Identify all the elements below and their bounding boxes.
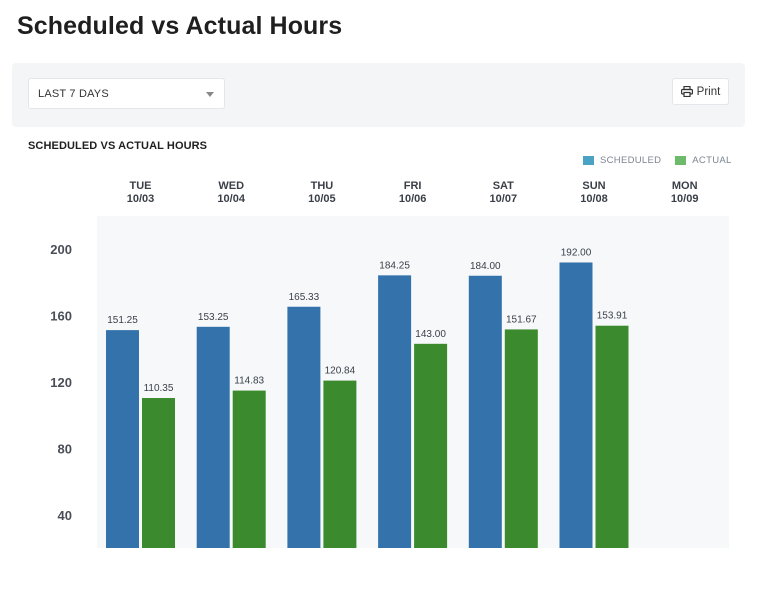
data-label-scheduled: 184.25 xyxy=(379,260,410,271)
bar-scheduled xyxy=(468,275,502,548)
data-label-scheduled: 184.00 xyxy=(470,261,501,272)
bar-actual xyxy=(142,398,175,548)
x-tick-day: MON xyxy=(672,180,698,192)
data-label-scheduled: 165.33 xyxy=(289,292,320,303)
data-label-actual: 110.35 xyxy=(144,383,174,394)
x-tick-day: FRI xyxy=(404,180,422,192)
bar-actual xyxy=(232,390,266,548)
legend-item-actual[interactable]: ACTUAL xyxy=(675,155,731,166)
date-range-select[interactable]: LAST 7 DAYS xyxy=(28,78,225,109)
legend-label-scheduled: SCHEDULED xyxy=(600,155,662,166)
bar-scheduled xyxy=(378,275,412,548)
bar-scheduled xyxy=(106,330,139,548)
x-tick-day: SAT xyxy=(493,180,514,192)
print-button[interactable]: Print xyxy=(672,78,729,105)
y-tick-label: 160 xyxy=(50,309,72,324)
data-label-actual: 120.84 xyxy=(325,366,356,377)
data-label-scheduled: 151.25 xyxy=(107,315,138,326)
data-label-actual: 151.67 xyxy=(506,314,537,325)
legend-swatch-scheduled xyxy=(583,156,594,165)
x-tick-day: SUN xyxy=(582,180,605,192)
bar-scheduled xyxy=(196,326,230,548)
data-label-actual: 153.91 xyxy=(597,311,628,322)
chevron-down-icon xyxy=(206,92,214,97)
data-label-scheduled: 192.00 xyxy=(561,247,592,258)
bar-actual xyxy=(504,329,538,548)
x-tick-date: 10/06 xyxy=(399,193,427,205)
x-tick-day: WED xyxy=(218,180,244,192)
bar-actual xyxy=(323,380,357,548)
x-tick-date: 10/05 xyxy=(308,193,336,205)
data-label-scheduled: 153.25 xyxy=(198,312,229,323)
y-tick-label: 200 xyxy=(50,242,72,257)
data-label-actual: 114.83 xyxy=(234,376,264,387)
x-tick-date: 10/08 xyxy=(580,193,608,205)
x-tick-day: THU xyxy=(311,180,334,192)
x-tick-day: TUE xyxy=(130,180,152,192)
printer-icon xyxy=(680,86,693,97)
filter-bar: LAST 7 DAYS Print xyxy=(12,63,745,127)
bar-scheduled xyxy=(287,306,321,548)
data-label-actual: 143.00 xyxy=(415,329,446,340)
legend-swatch-actual xyxy=(675,156,687,165)
bar-actual xyxy=(595,325,629,548)
bar-scheduled xyxy=(559,262,593,548)
y-tick-label: 80 xyxy=(58,441,72,456)
x-tick-date: 10/04 xyxy=(217,193,245,205)
y-tick-label: 120 xyxy=(50,375,72,390)
chart-title: SCHEDULED VS ACTUAL HOURS xyxy=(28,140,208,152)
plot-area xyxy=(97,216,729,548)
date-range-value: LAST 7 DAYS xyxy=(38,88,109,100)
bar-actual xyxy=(414,343,448,548)
x-tick-date: 10/07 xyxy=(490,193,518,205)
chart-legend: SCHEDULED ACTUAL xyxy=(583,155,732,166)
x-tick-date: 10/09 xyxy=(671,193,699,205)
legend-label-actual: ACTUAL xyxy=(692,155,732,166)
print-label: Print xyxy=(696,85,721,98)
legend-item-scheduled[interactable]: SCHEDULED xyxy=(583,155,661,166)
page-title: Scheduled vs Actual Hours xyxy=(17,12,343,40)
y-tick-label: 40 xyxy=(58,508,72,523)
x-tick-date: 10/03 xyxy=(127,193,155,205)
